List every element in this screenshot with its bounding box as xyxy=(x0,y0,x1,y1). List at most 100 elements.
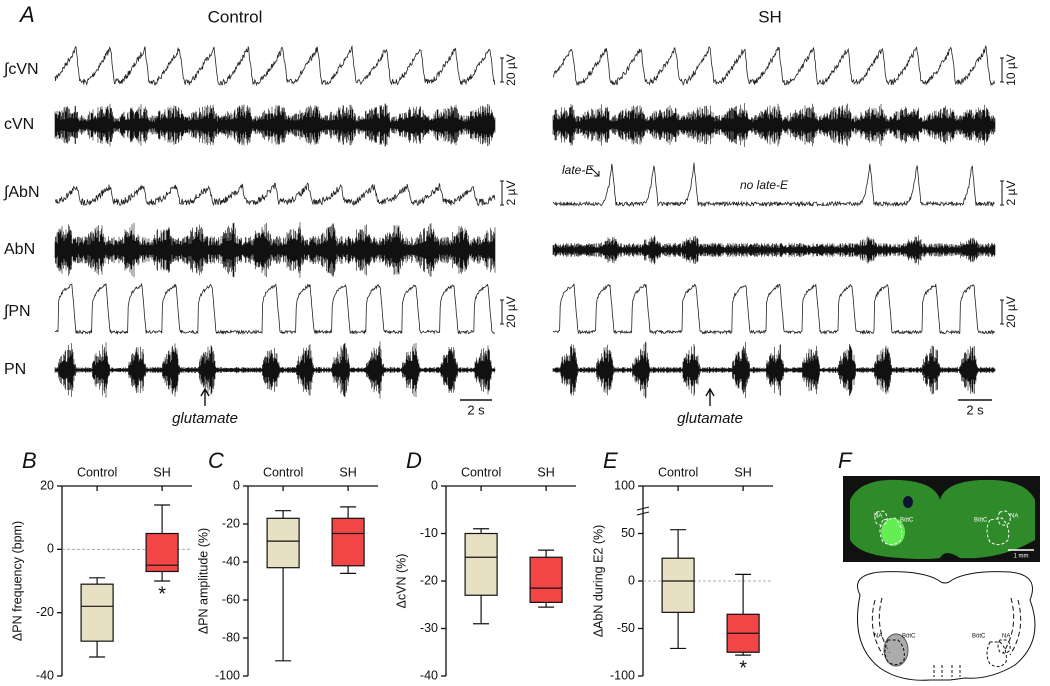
raw-trace xyxy=(54,103,496,147)
panel-letter: A xyxy=(18,2,35,27)
y-tick-label: -40 xyxy=(36,668,54,682)
schematic-label: NA xyxy=(1002,634,1010,640)
y-tick-label: 0 xyxy=(628,573,635,587)
scale-label: 1 mm xyxy=(1014,554,1029,560)
panel-letter: E xyxy=(603,448,618,473)
axis-break xyxy=(636,506,650,516)
box xyxy=(266,517,300,569)
significance-marker: * xyxy=(158,583,166,605)
y-tick-label: -40 xyxy=(222,554,240,568)
time-scale-label: 2 s xyxy=(467,402,485,417)
box xyxy=(145,532,179,573)
annotation-arrow xyxy=(589,166,600,177)
integrated-trace xyxy=(552,283,995,336)
image-label: NA xyxy=(1010,514,1018,520)
image-label: NA xyxy=(874,514,882,520)
trace-label: ∫cVN xyxy=(3,61,39,78)
scale-bar xyxy=(500,299,504,325)
scale-label: 2 µV xyxy=(504,181,518,206)
category-label: Control xyxy=(658,465,698,479)
y-axis-label: ΔPN amplitude (%) xyxy=(196,528,210,634)
image-label: BötC xyxy=(974,518,988,524)
scale-bar xyxy=(500,57,504,83)
box xyxy=(529,556,563,603)
scale-label: 10 µV xyxy=(1004,54,1018,86)
y-tick-label: -100 xyxy=(610,668,635,682)
y-tick-label: 20 xyxy=(40,478,54,492)
raw-trace xyxy=(54,222,496,278)
box xyxy=(464,532,498,596)
raw-trace xyxy=(552,341,996,399)
raw-trace xyxy=(552,235,996,265)
schematic-label: NA xyxy=(874,634,882,640)
integrated-trace xyxy=(54,282,496,335)
group-title: Control xyxy=(208,7,263,26)
scale-label: 20 µV xyxy=(1004,296,1018,328)
y-tick-label: -30 xyxy=(420,621,438,635)
group-title: SH xyxy=(758,7,782,26)
y-tick-label: -10 xyxy=(420,526,438,540)
category-label: Control xyxy=(461,465,501,479)
schematic-label: BötC xyxy=(902,634,916,640)
stimulus-label: glutamate xyxy=(677,410,743,427)
y-tick-label: -80 xyxy=(222,630,240,644)
y-tick-label: -60 xyxy=(222,592,240,606)
trace-label: PN xyxy=(4,361,26,378)
category-label: Control xyxy=(263,465,303,479)
image-label: BötC xyxy=(900,518,914,524)
category-label: Control xyxy=(77,465,117,479)
category-label: SH xyxy=(153,465,170,479)
time-scale-label: 2 s xyxy=(966,402,984,417)
trace-label: ∫AbN xyxy=(3,184,40,201)
schematic-label: BötC xyxy=(972,634,986,640)
stimulus-arrow xyxy=(200,387,210,406)
y-tick-label: 50 xyxy=(621,526,635,540)
panel-letter: C xyxy=(208,448,224,473)
trace-label: ∫PN xyxy=(3,303,31,320)
annotation: no late-E xyxy=(740,178,789,192)
schematic xyxy=(857,571,1036,681)
category-label: SH xyxy=(734,465,751,479)
raw-trace xyxy=(552,103,996,147)
y-axis-label: ΔPN frequency (bpm) xyxy=(10,521,24,641)
box xyxy=(80,583,114,642)
box xyxy=(331,517,365,567)
stimulus-label: glutamate xyxy=(172,410,238,427)
y-tick-label: -20 xyxy=(420,573,438,587)
y-tick-label: -20 xyxy=(222,516,240,530)
significance-marker: * xyxy=(739,657,747,679)
panel-letter: F xyxy=(838,448,853,473)
panel-letter: B xyxy=(22,448,37,473)
stimulus-arrow xyxy=(705,387,715,406)
y-axis-label: ΔAbN during E2 (%) xyxy=(591,525,605,638)
scale-bar xyxy=(1000,57,1004,83)
integrated-trace xyxy=(552,162,995,208)
y-tick-label: 0 xyxy=(431,478,438,492)
scale-label: 20 µV xyxy=(504,296,518,328)
integrated-trace xyxy=(54,182,496,207)
y-tick-label: -100 xyxy=(215,668,240,682)
panel-letter: D xyxy=(406,448,422,473)
trace-label: cVN xyxy=(4,116,34,133)
scale-bar xyxy=(500,180,504,206)
y-tick-label: 0 xyxy=(233,478,240,492)
category-label: SH xyxy=(339,465,356,479)
trace-label: AbN xyxy=(4,241,35,258)
box xyxy=(661,557,695,613)
integrated-trace xyxy=(552,45,995,87)
y-tick-label: -20 xyxy=(36,605,54,619)
scale-bar xyxy=(1000,299,1004,325)
y-tick-label: -40 xyxy=(420,668,438,682)
annotation: late-E xyxy=(562,163,594,177)
y-tick-label: 100 xyxy=(614,478,635,492)
histology-image xyxy=(843,476,1040,562)
scale-label: 2 µV xyxy=(1004,181,1018,206)
integrated-trace xyxy=(54,44,496,86)
scale-label: 20 µV xyxy=(504,54,518,86)
category-label: SH xyxy=(537,465,554,479)
y-axis-label: ΔcVN (%) xyxy=(394,554,408,609)
y-tick-label: 0 xyxy=(47,542,54,556)
scale-bar xyxy=(1000,180,1004,206)
y-tick-label: -50 xyxy=(617,621,635,635)
